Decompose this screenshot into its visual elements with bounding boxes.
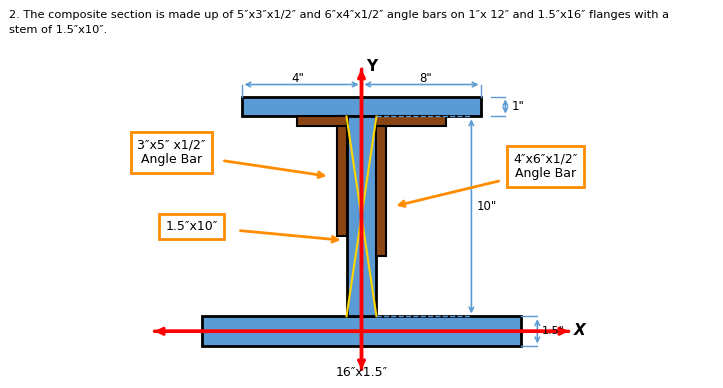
Text: stem of 1.5″x10″.: stem of 1.5″x10″. [9,25,107,35]
Bar [202,316,521,346]
Text: 4″x6″x1/2″
Angle Bar: 4″x6″x1/2″ Angle Bar [513,152,578,180]
Text: 1": 1" [511,100,524,113]
Bar [336,116,346,236]
Text: 2. The composite section is made up of 5″x3″x1/2″ and 6″x4″x1/2″ angle bars on 1: 2. The composite section is made up of 5… [9,10,669,20]
Bar [241,97,482,116]
Text: 1.5": 1.5" [542,326,565,336]
Bar [346,116,377,316]
Text: 4": 4" [291,71,304,85]
Text: 10": 10" [476,200,497,213]
Text: 16″x1.5″: 16″x1.5″ [335,366,388,379]
Text: X: X [573,323,585,338]
Text: Y: Y [367,59,377,74]
Text: 1.5″x10″: 1.5″x10″ [166,220,218,233]
Bar [296,116,346,126]
Text: 3″x5″ x1/2″
Angle Bar: 3″x5″ x1/2″ Angle Bar [137,139,206,166]
Bar [377,116,446,126]
Text: 8": 8" [419,71,432,85]
Bar [377,116,387,256]
